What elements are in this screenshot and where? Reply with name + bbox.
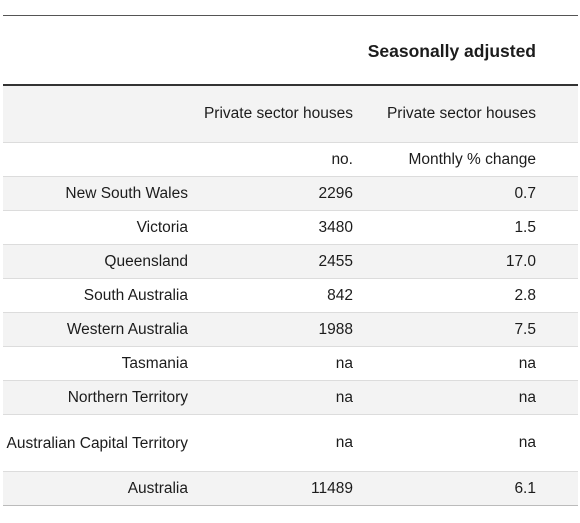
table-row: Western Australia 1988 7.5 [3, 312, 578, 347]
table-row: New South Wales 2296 0.7 [3, 176, 578, 211]
empty-cell [3, 143, 193, 177]
column-header-number: Private sector houses [203, 105, 353, 123]
region-label: Queensland [104, 252, 188, 270]
data-table: Seasonally adjusted Private sector house… [3, 15, 578, 506]
region-label: Australia [127, 479, 188, 497]
region-label: Western Australia [66, 320, 188, 338]
number-cell: 842 [327, 286, 353, 304]
unit-change: Monthly % change [408, 150, 536, 168]
number-cell: 11489 [311, 479, 353, 497]
region-label: Australian Capital Territory [6, 434, 188, 452]
table-row: Northern Territory na na [3, 380, 578, 415]
number-cell: na [335, 354, 353, 372]
table-row: South Australia 842 2.8 [3, 279, 578, 313]
region-label: South Australia [83, 286, 188, 304]
change-cell: 7.5 [514, 320, 536, 338]
region-label: Northern Territory [67, 388, 188, 406]
change-cell: 0.7 [514, 184, 536, 202]
region-label: Tasmania [121, 354, 188, 372]
units-row: no. Monthly % change [3, 143, 578, 177]
number-cell: 2296 [318, 184, 353, 202]
table-row: Victoria 3480 1.5 [3, 211, 578, 245]
empty-cell [193, 16, 363, 85]
number-cell: 3480 [318, 218, 353, 236]
change-cell: na [518, 354, 536, 372]
change-cell: na [518, 434, 536, 451]
table-row: Australian Capital Territory na na [3, 415, 578, 472]
column-header-row: Private sector houses Private sector hou… [3, 84, 578, 143]
title-header-row: Seasonally adjusted [3, 15, 578, 85]
change-cell: 6.1 [514, 479, 536, 497]
number-cell: 1988 [318, 320, 353, 338]
empty-cell [3, 85, 193, 143]
table-row: Queensland 2455 17.0 [3, 244, 578, 279]
number-cell: na [335, 434, 353, 451]
number-cell: na [335, 388, 353, 406]
seasonally-adjusted-heading: Seasonally adjusted [367, 41, 536, 62]
number-cell: 2455 [318, 252, 353, 270]
table-row-total: Australia 11489 6.1 [3, 471, 578, 506]
region-label: New South Wales [65, 184, 188, 202]
region-label: Victoria [136, 218, 188, 236]
empty-cell [3, 16, 193, 85]
change-cell: 2.8 [514, 286, 536, 304]
table-row: Tasmania na na [3, 347, 578, 381]
change-cell: na [518, 388, 536, 406]
change-cell: 17.0 [505, 252, 536, 270]
change-cell: 1.5 [514, 218, 536, 236]
unit-number: no. [331, 150, 353, 168]
column-header-change: Private sector houses [386, 105, 536, 123]
